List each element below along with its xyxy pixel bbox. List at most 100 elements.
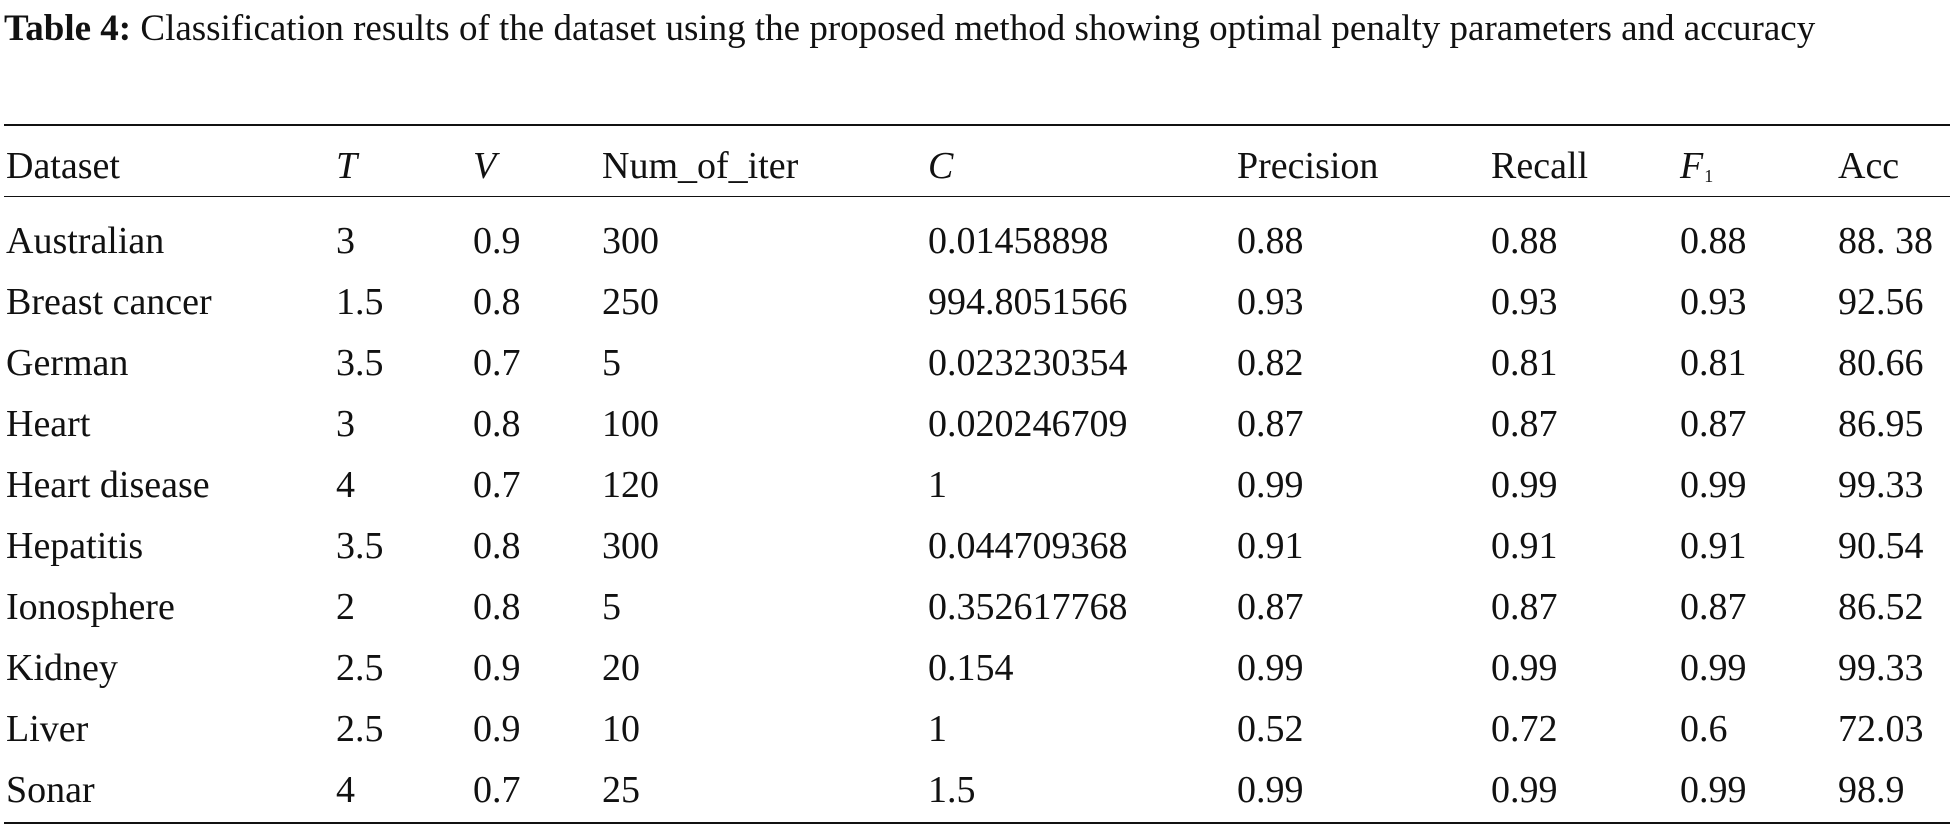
table-cell: 0.87 bbox=[1491, 403, 1558, 445]
table-cell: 0.81 bbox=[1680, 342, 1747, 384]
table-cell: 0.99 bbox=[1491, 647, 1558, 689]
table-cell: 3 bbox=[336, 403, 355, 445]
header-main: F bbox=[1680, 145, 1704, 187]
table-cell: 1 bbox=[928, 464, 947, 506]
header-cell: Num_of_iter bbox=[602, 145, 799, 187]
row-label: Australian bbox=[6, 220, 165, 262]
table-cell: 72.03 bbox=[1838, 708, 1924, 750]
table-cell: 0.9 bbox=[473, 647, 521, 689]
table-cell: 1.5 bbox=[928, 769, 976, 811]
table-cell: 0.7 bbox=[473, 342, 521, 384]
table-cell: 0.352617768 bbox=[928, 586, 1128, 628]
table-cell: 0.52 bbox=[1237, 708, 1304, 750]
table-cell: 20 bbox=[602, 647, 640, 689]
table-cell: 0.93 bbox=[1491, 281, 1558, 323]
table-cell: 92.56 bbox=[1838, 281, 1924, 323]
caption-text: Classification results of the dataset us… bbox=[140, 8, 1816, 49]
header-cell: Dataset bbox=[6, 145, 120, 187]
table-cell: 4 bbox=[336, 464, 355, 506]
table-cell: 0.7 bbox=[473, 769, 521, 811]
table-cell: 120 bbox=[602, 464, 659, 506]
table-cell: 0.99 bbox=[1237, 647, 1304, 689]
table-cell: 0.99 bbox=[1680, 769, 1747, 811]
row-label: Kidney bbox=[6, 647, 118, 689]
row-label: Sonar bbox=[6, 769, 95, 811]
header-cell: Acc bbox=[1838, 145, 1900, 187]
table-cell: 0.01458898 bbox=[928, 220, 1109, 262]
header-rule bbox=[4, 196, 1950, 197]
table-cell: 0.82 bbox=[1237, 342, 1304, 384]
header-cell: V bbox=[473, 145, 497, 187]
table-cell: 0.93 bbox=[1680, 281, 1747, 323]
table-cell: 3.5 bbox=[336, 525, 384, 567]
table-cell: 0.99 bbox=[1491, 464, 1558, 506]
table-cell: 0.87 bbox=[1680, 586, 1747, 628]
header-cell: C bbox=[928, 145, 954, 187]
bottom-rule bbox=[4, 822, 1950, 824]
row-label: Breast cancer bbox=[6, 281, 212, 323]
table-cell: 2.5 bbox=[336, 647, 384, 689]
table-cell: 0.99 bbox=[1237, 464, 1304, 506]
table-cell: 86.52 bbox=[1838, 586, 1924, 628]
table-cell: 25 bbox=[602, 769, 640, 811]
table-cell: 0.6 bbox=[1680, 708, 1728, 750]
table-cell: 994.8051566 bbox=[928, 281, 1128, 323]
table-cell: 0.88 bbox=[1491, 220, 1558, 262]
header-sub: 1 bbox=[1704, 166, 1714, 186]
table-cell: 0.9 bbox=[473, 220, 521, 262]
row-label: Ionosphere bbox=[6, 586, 175, 628]
table-cell: 0.044709368 bbox=[928, 525, 1128, 567]
header-cell: T bbox=[336, 145, 358, 187]
row-label: German bbox=[6, 342, 129, 384]
caption-label: Table 4: bbox=[4, 8, 132, 49]
table-cell: 99.33 bbox=[1838, 647, 1924, 689]
table-cell: 0.87 bbox=[1237, 403, 1304, 445]
table-cell: 0.99 bbox=[1491, 769, 1558, 811]
table-cell: 0.88 bbox=[1237, 220, 1304, 262]
table-cell: 0.88 bbox=[1680, 220, 1747, 262]
table-cell: 2 bbox=[336, 586, 355, 628]
top-rule bbox=[4, 124, 1950, 126]
table-cell: 0.7 bbox=[473, 464, 521, 506]
header-cell: Precision bbox=[1237, 145, 1379, 187]
table-cell: 300 bbox=[602, 220, 659, 262]
table-cell: 0.93 bbox=[1237, 281, 1304, 323]
table-caption: Table 4: Classification results of the d… bbox=[4, 10, 1950, 48]
table-cell: 0.154 bbox=[928, 647, 1014, 689]
table-cell: 1 bbox=[928, 708, 947, 750]
table-cell: 0.87 bbox=[1680, 403, 1747, 445]
table-cell: 10 bbox=[602, 708, 640, 750]
table-cell: 0.99 bbox=[1680, 647, 1747, 689]
table-cell: 0.87 bbox=[1237, 586, 1304, 628]
table-cell: 0.99 bbox=[1680, 464, 1747, 506]
table-cell: 0.8 bbox=[473, 525, 521, 567]
table-cell: 300 bbox=[602, 525, 659, 567]
header-cell: Recall bbox=[1491, 145, 1589, 187]
table-cell: 5 bbox=[602, 342, 621, 384]
table-cell: 250 bbox=[602, 281, 659, 323]
table-cell: 100 bbox=[602, 403, 659, 445]
row-label: Hepatitis bbox=[6, 525, 144, 567]
table-cell: 0.020246709 bbox=[928, 403, 1128, 445]
table-cell: 3.5 bbox=[336, 342, 384, 384]
table-cell: 3 bbox=[336, 220, 355, 262]
table-cell: 0.9 bbox=[473, 708, 521, 750]
table-cell: 0.8 bbox=[473, 586, 521, 628]
table-cell: 0.91 bbox=[1237, 525, 1304, 567]
table-cell: 86.95 bbox=[1838, 403, 1924, 445]
table-cell: 4 bbox=[336, 769, 355, 811]
table-cell: 80.66 bbox=[1838, 342, 1924, 384]
table-cell: 0.99 bbox=[1237, 769, 1304, 811]
table-cell: 88. 38 bbox=[1838, 220, 1933, 262]
table-cell: 0.91 bbox=[1491, 525, 1558, 567]
table-cell: 0.91 bbox=[1680, 525, 1747, 567]
table-cell: 5 bbox=[602, 586, 621, 628]
table-cell: 99.33 bbox=[1838, 464, 1924, 506]
row-label: Heart disease bbox=[6, 464, 210, 506]
table-cell: 0.023230354 bbox=[928, 342, 1128, 384]
header-cell: F1 bbox=[1680, 146, 1713, 196]
row-label: Heart bbox=[6, 403, 91, 445]
table-cell: 0.87 bbox=[1491, 586, 1558, 628]
table-cell: 0.72 bbox=[1491, 708, 1558, 750]
